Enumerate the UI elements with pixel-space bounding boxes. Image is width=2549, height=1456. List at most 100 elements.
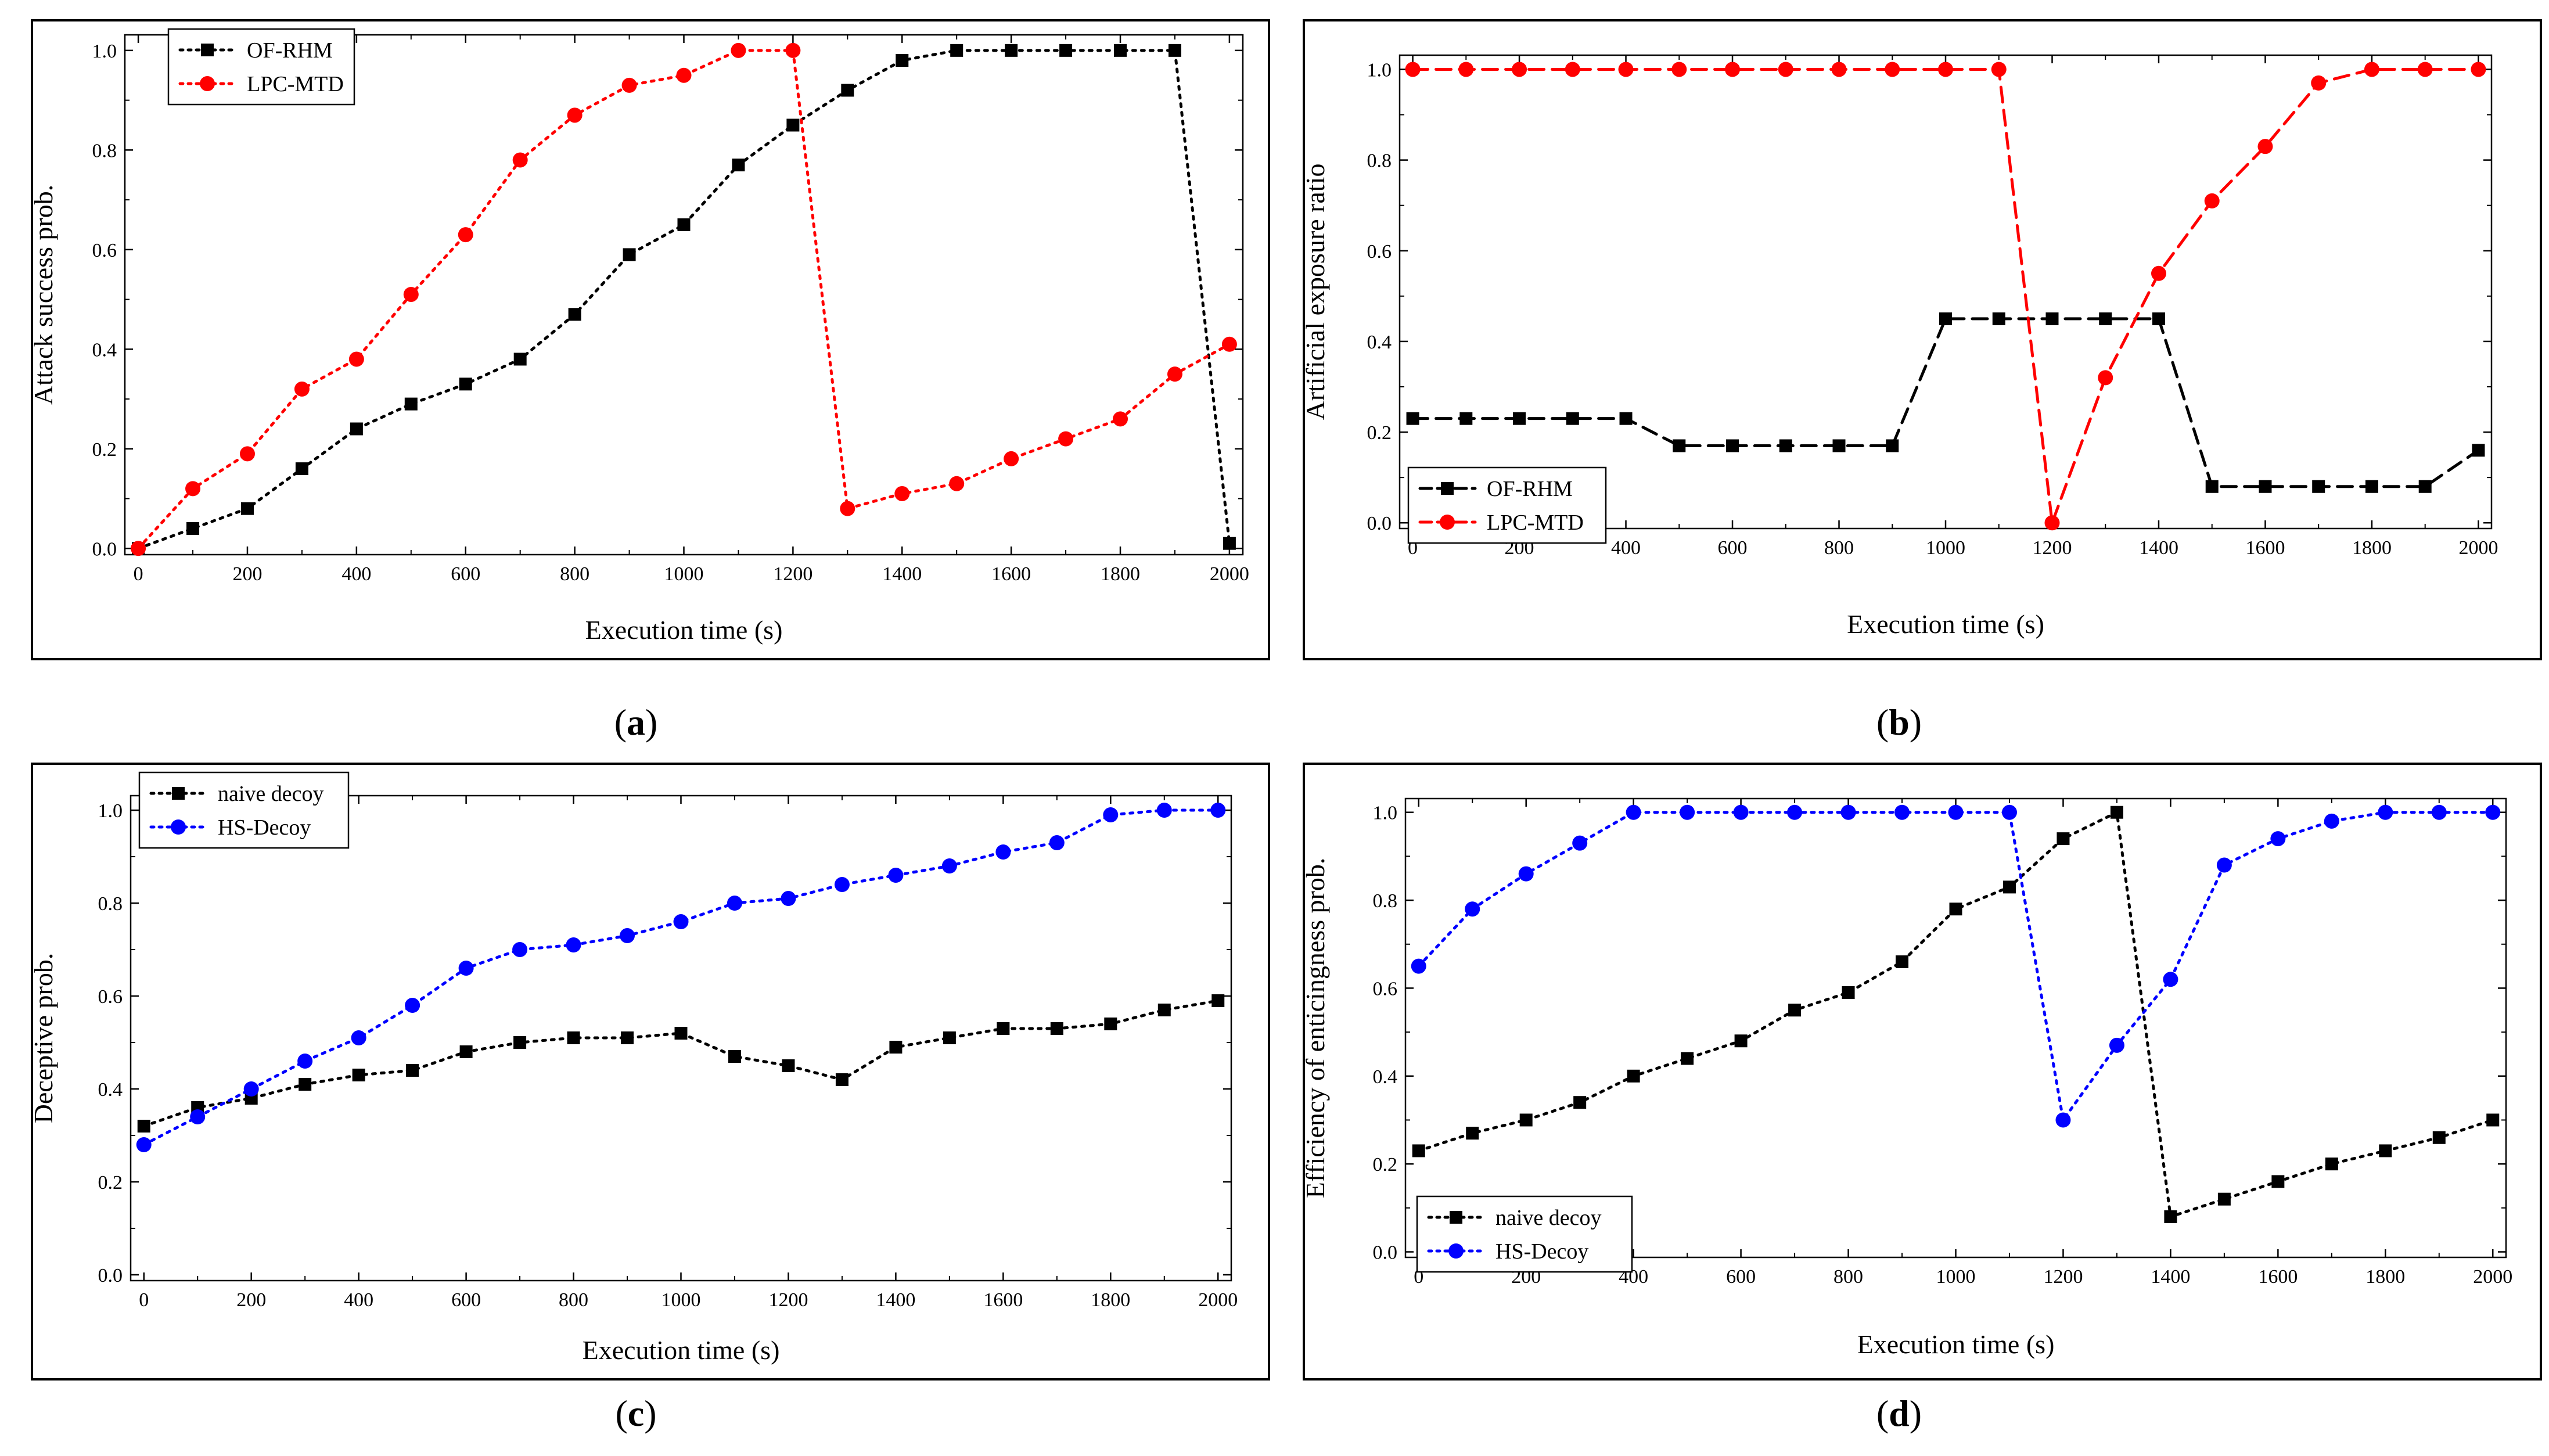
y-tick-label: 1.0 [1367, 59, 1392, 81]
data-point [405, 998, 420, 1013]
series-lpc-mtd [131, 42, 1237, 556]
data-point [1211, 994, 1225, 1008]
data-point [2044, 515, 2060, 531]
y-axis-title: Efficiency of enticingness prob. [1300, 858, 1330, 1199]
caption-open: ( [1876, 702, 1889, 743]
panel-caption: (b) [1876, 702, 1922, 743]
data-point [894, 486, 910, 501]
data-point [950, 44, 963, 57]
legend-marker [172, 787, 185, 800]
data-point [1004, 451, 1019, 466]
x-tick-label: 1200 [2043, 1266, 2083, 1288]
y-tick-label: 0.2 [92, 439, 117, 461]
plot-area [124, 34, 1244, 556]
x-tick-label: 0 [139, 1289, 149, 1311]
x-tick-label: 1200 [768, 1289, 808, 1311]
data-point [889, 1041, 903, 1054]
data-point [567, 1031, 580, 1045]
x-tick-label: 600 [1718, 537, 1748, 559]
legend-marker [200, 76, 215, 91]
data-point [2431, 804, 2447, 820]
x-tick-label: 1600 [2258, 1266, 2298, 1288]
data-point [185, 481, 201, 497]
data-point [1049, 835, 1065, 851]
data-point [1411, 958, 1426, 974]
data-point [1518, 866, 1534, 882]
data-point [1405, 62, 1421, 77]
x-tick-label: 1800 [2352, 537, 2392, 559]
data-point [731, 42, 746, 58]
y-tick-label: 0.2 [1367, 422, 1392, 444]
data-point [782, 1059, 795, 1073]
data-point [1156, 803, 1172, 818]
series-line [136, 49, 1231, 550]
data-point [1788, 1004, 1802, 1017]
data-point [1412, 1144, 1425, 1157]
series-line [1417, 811, 2494, 1124]
x-tick-label: 800 [1824, 537, 1854, 559]
data-point [2204, 193, 2220, 208]
data-point [1210, 803, 1226, 818]
data-point [621, 77, 637, 93]
x-tick-label: 1400 [2151, 1266, 2190, 1288]
x-tick-label: 0 [134, 563, 143, 585]
y-tick-label: 0.8 [1373, 890, 1398, 912]
data-point [785, 42, 801, 58]
legend-label: LPC-MTD [1487, 511, 1584, 535]
x-tick-label: 400 [344, 1289, 373, 1311]
data-point [567, 107, 583, 123]
data-point [2379, 1144, 2392, 1157]
chart-panel-b: 0 200 400 600 800 1000 1200 1400 1600 1800 20000.0… [1300, 19, 2542, 743]
x-tick-label: 600 [451, 563, 480, 585]
legend: OF-RHM LPC-MTD [1407, 466, 1607, 544]
x-tick-label: 600 [451, 1289, 481, 1311]
panel-caption: (c) [615, 1393, 656, 1434]
legend-label: HS-Decoy [1495, 1239, 1588, 1264]
series-line [1411, 317, 2480, 488]
data-point [1573, 1096, 1587, 1109]
data-point [1734, 1034, 1748, 1048]
data-point [295, 462, 308, 476]
y-tick-label: 1.0 [1373, 803, 1398, 824]
y-axis-title: Deceptive prob. [28, 953, 58, 1124]
y-tick-label: 0.2 [1373, 1154, 1398, 1175]
series-of-rhm [1406, 312, 2485, 493]
data-point [2151, 265, 2166, 281]
legend-marker [1441, 482, 1454, 495]
data-point [621, 1031, 634, 1045]
legend-box [167, 28, 355, 106]
x-axis-title: Execution time (s) [583, 1335, 780, 1365]
data-point [2057, 832, 2070, 846]
data-point [1113, 411, 1128, 427]
x-tick-label: 1800 [1101, 563, 1140, 585]
y-tick-label: 0.4 [1367, 332, 1392, 353]
data-point [2098, 370, 2113, 386]
y-tick-label: 0.4 [92, 339, 117, 361]
x-tick-label: 1200 [2032, 537, 2072, 559]
data-point [1618, 62, 1634, 77]
data-point [1725, 62, 1741, 77]
data-point [1059, 44, 1073, 57]
data-point [834, 877, 850, 893]
x-axis-title: Execution time (s) [1847, 609, 2044, 639]
data-point [1465, 901, 1480, 917]
data-point [1726, 439, 1739, 452]
data-point [566, 937, 581, 953]
data-point [2002, 880, 2016, 894]
data-point [137, 1120, 150, 1133]
x-tick-label: 1800 [2365, 1266, 2405, 1288]
data-point [299, 1078, 312, 1091]
y-tick-label: 0.6 [98, 986, 123, 1008]
data-point [2378, 804, 2393, 820]
data-point [1103, 807, 1119, 823]
x-tick-label: 1200 [773, 563, 812, 585]
x-tick-label: 1000 [1926, 537, 1965, 559]
panel-frame [31, 763, 1270, 1380]
y-tick-label: 1.0 [92, 41, 117, 62]
data-point [459, 378, 472, 391]
x-tick-label: 1000 [661, 1289, 701, 1311]
legend-marker [1450, 1211, 1462, 1224]
y-tick-label: 0.6 [1373, 978, 1398, 1000]
series-line [1411, 67, 2480, 524]
data-point [673, 914, 689, 930]
